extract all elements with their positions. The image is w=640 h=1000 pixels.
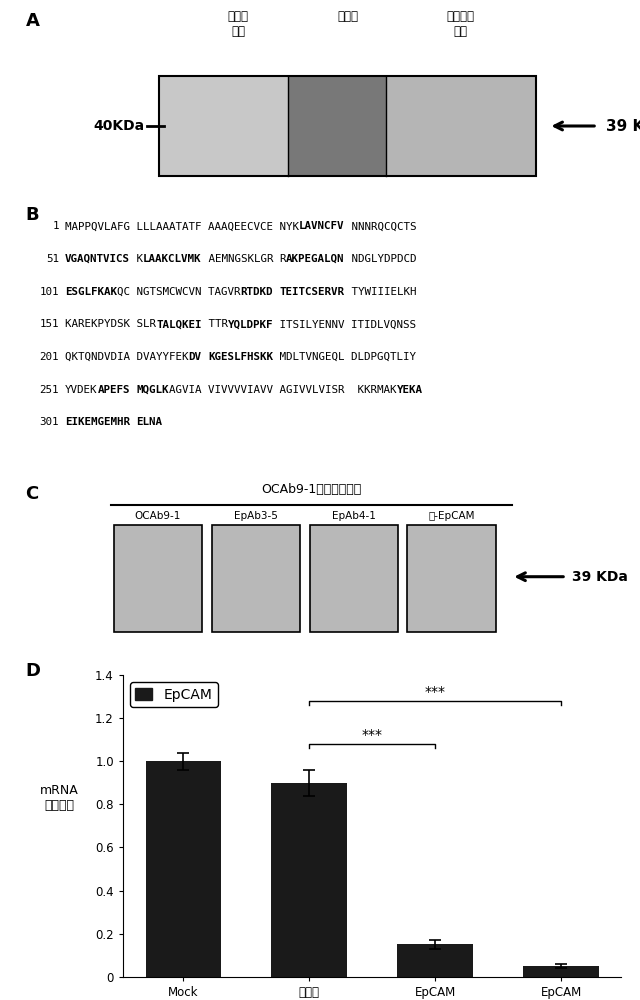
Text: 251: 251 [40, 385, 59, 395]
Bar [287, 76, 385, 176]
Text: ESGLFKAK: ESGLFKAK [65, 287, 117, 297]
Text: 银染色: 银染色 [337, 10, 358, 23]
Text: MAPPQVLAFG LLLAAATATF AAAQEECVCE NYK: MAPPQVLAFG LLLAAATATF AAAQEECVCE NYK [65, 221, 299, 231]
Text: VGAQNTVICS: VGAQNTVICS [65, 254, 130, 264]
Text: TEITCSERVR: TEITCSERVR [280, 287, 344, 297]
Text: K: K [130, 254, 143, 264]
Text: APEFS: APEFS [98, 385, 130, 395]
Text: 1: 1 [52, 221, 59, 231]
Text: YQLDPKF: YQLDPKF [228, 319, 273, 329]
Text: 201: 201 [40, 352, 59, 362]
Text: NDGLYDPDCD: NDGLYDPDCD [344, 254, 416, 264]
Text: ELNA: ELNA [136, 417, 163, 427]
Text: RTDKD: RTDKD [241, 287, 273, 297]
Text: C: C [26, 485, 39, 503]
Text: 151: 151 [40, 319, 59, 329]
Bar [159, 76, 536, 176]
Bar [385, 76, 536, 176]
Text: AGVIA VIVVVVIAVV AGIVVLVISR  KKRMAK: AGVIA VIVVVVIAVV AGIVVLVISR KKRMAK [169, 385, 397, 395]
Text: 301: 301 [40, 417, 59, 427]
Text: MQGLK: MQGLK [136, 385, 169, 395]
Text: mRNA
表现水平: mRNA 表现水平 [40, 784, 79, 812]
Text: YVDEK: YVDEK [65, 385, 98, 395]
Text: 分子量
标记: 分子量 标记 [228, 10, 249, 38]
Text: TYWIIIELKH: TYWIIIELKH [344, 287, 416, 297]
Text: EIKEMGEMHR: EIKEMGEMHR [65, 417, 130, 427]
Text: ITSILYENNV ITIDLVQNSS: ITSILYENNV ITIDLVQNSS [273, 319, 416, 329]
Text: YEKA: YEKA [397, 385, 422, 395]
Text: MDLTVNGEQL DLDPGQTLIY: MDLTVNGEQL DLDPGQTLIY [273, 352, 416, 362]
Text: 39 KDa: 39 KDa [572, 570, 628, 584]
Text: DV: DV [189, 352, 202, 362]
Text: 40KDa: 40KDa [93, 119, 144, 133]
Text: TTR: TTR [202, 319, 228, 329]
Text: QKTQNDVDIA DVAYYFEK: QKTQNDVDIA DVAYYFEK [65, 352, 189, 362]
Text: AEMNGSK: AEMNGSK [202, 254, 253, 264]
Text: NNNRQCQCTS: NNNRQCQCTS [344, 221, 416, 231]
Text: A: A [26, 12, 40, 30]
Text: EpAb4-1: EpAb4-1 [332, 511, 376, 521]
Text: 西方转渍
分析: 西方转渍 分析 [446, 10, 474, 38]
Text: TALQKEI: TALQKEI [156, 319, 202, 329]
Text: 抗-EpCAM: 抗-EpCAM [428, 511, 475, 521]
Text: 39 KDa: 39 KDa [606, 119, 640, 134]
Text: 51: 51 [46, 254, 59, 264]
Text: QC NGTSMCWCVN TAGVR: QC NGTSMCWCVN TAGVR [117, 287, 241, 297]
Text: OCAb9-1免疫沉淀分析: OCAb9-1免疫沉淀分析 [261, 483, 362, 496]
Text: EpAb3-5: EpAb3-5 [234, 511, 278, 521]
Text: D: D [26, 662, 40, 680]
Bar [114, 525, 202, 632]
Text: B: B [26, 206, 39, 224]
Text: LAAKCLVMK: LAAKCLVMK [143, 254, 202, 264]
Text: 101: 101 [40, 287, 59, 297]
Text: LAVNCFV: LAVNCFV [299, 221, 344, 231]
Bar [408, 525, 495, 632]
Text: OCAb9-1: OCAb9-1 [134, 511, 181, 521]
Text: AKPEGALQN: AKPEGALQN [286, 254, 344, 264]
Text: KGESLFHSKK: KGESLFHSKK [208, 352, 273, 362]
Text: LGR R: LGR R [253, 254, 286, 264]
Bar [212, 525, 300, 632]
Bar [159, 76, 536, 176]
Text: KAREKPYDSK SLR: KAREKPYDSK SLR [65, 319, 156, 329]
Bar [310, 525, 397, 632]
